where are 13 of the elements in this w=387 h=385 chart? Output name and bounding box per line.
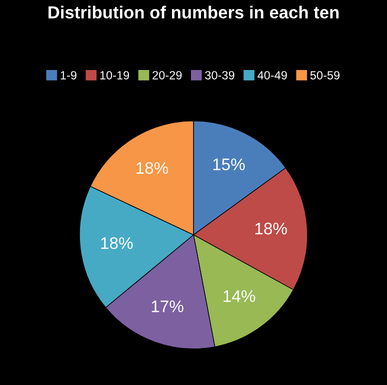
- legend-label: 40-49: [258, 71, 287, 80]
- legend-label: 20-29: [152, 71, 182, 80]
- data-label: 18%: [136, 162, 168, 174]
- legend-label: 1-9: [60, 71, 76, 80]
- legend-label: 50-59: [310, 71, 340, 80]
- data-label: 18%: [101, 237, 133, 250]
- legend-label: 10-19: [100, 71, 130, 80]
- legend-label: 30-39: [205, 71, 234, 80]
- data-label: 14%: [224, 290, 256, 302]
- data-label: 15%: [213, 158, 245, 170]
- data-label: 17%: [152, 300, 184, 312]
- chart-title: Distribution of numbers in each ten: [48, 6, 339, 19]
- data-label: 18%: [255, 222, 287, 234]
